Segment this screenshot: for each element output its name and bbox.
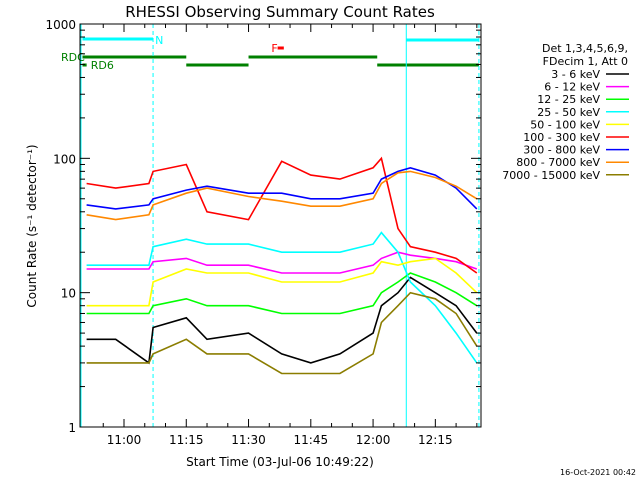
generation-timestamp: 16-Oct-2021 00:42: [560, 468, 636, 477]
annotation-rd6: RD6: [91, 59, 114, 72]
series-line-8: [86, 170, 478, 221]
annotation-n: N: [155, 34, 163, 47]
x-axis: 11:00 11:15 11:30 11:45 12:00 12:15: [102, 24, 478, 447]
legend-label-8: 800 - 7000 keV: [516, 156, 600, 169]
x-tick-label-1: 11:00: [107, 433, 142, 447]
y-tick-label-2: 10: [61, 287, 76, 301]
legend-label-3: 12 - 25 keV: [537, 93, 600, 106]
annotation-f: F: [271, 42, 277, 55]
plot-frame: [79, 23, 482, 428]
series-line-6: [86, 156, 478, 274]
series-line-9: [86, 291, 478, 375]
series-line-3: [86, 272, 478, 315]
x-tick-label-2: 11:15: [169, 433, 204, 447]
series-line-5: [86, 257, 478, 307]
legend-header-line-1: Det 1,3,4,5,6,9,: [542, 42, 628, 55]
x-axis-label: Start Time (03-Jul-06 10:49:22): [186, 455, 374, 469]
legend-label-7: 300 - 800 keV: [523, 144, 600, 157]
legend-label-5: 50 - 100 keV: [530, 118, 600, 131]
x-tick-label-3: 11:30: [231, 433, 266, 447]
y-tick-label-3: 100: [53, 152, 76, 166]
series-line-2: [86, 251, 478, 274]
flag-bars: N F RDC RD6: [61, 24, 480, 427]
series-line-4: [86, 231, 478, 364]
legend: Det 1,3,4,5,6,9, FDecim 1, Att 0 3 - 6 k…: [502, 42, 629, 182]
annotation-rdc: RDC: [61, 51, 85, 64]
series-line-1: [86, 276, 478, 365]
x-tick-label-4: 11:45: [294, 433, 329, 447]
legend-label-6: 100 - 300 keV: [523, 131, 600, 144]
chart-title: RHESSI Observing Summary Count Rates: [125, 3, 435, 21]
x-tick-label-5: 12:00: [356, 433, 391, 447]
legend-label-2: 6 - 12 keV: [544, 81, 600, 94]
y-tick-label-1: 1: [68, 421, 76, 435]
legend-label-4: 25 - 50 keV: [537, 106, 600, 119]
legend-header-line-2: FDecim 1, Att 0: [543, 55, 628, 68]
legend-label-9: 7000 - 15000 keV: [502, 169, 600, 182]
legend-label-1: 3 - 6 keV: [551, 68, 600, 81]
y-axis: 1 10 100 1000: [45, 18, 481, 435]
series-layer: [86, 156, 478, 375]
x-tick-label-6: 12:15: [418, 433, 453, 447]
y-axis-label: Count Rate (s⁻¹ detector⁻¹): [25, 144, 39, 307]
series-line-7: [86, 166, 478, 210]
y-tick-label-4: 1000: [45, 18, 76, 32]
